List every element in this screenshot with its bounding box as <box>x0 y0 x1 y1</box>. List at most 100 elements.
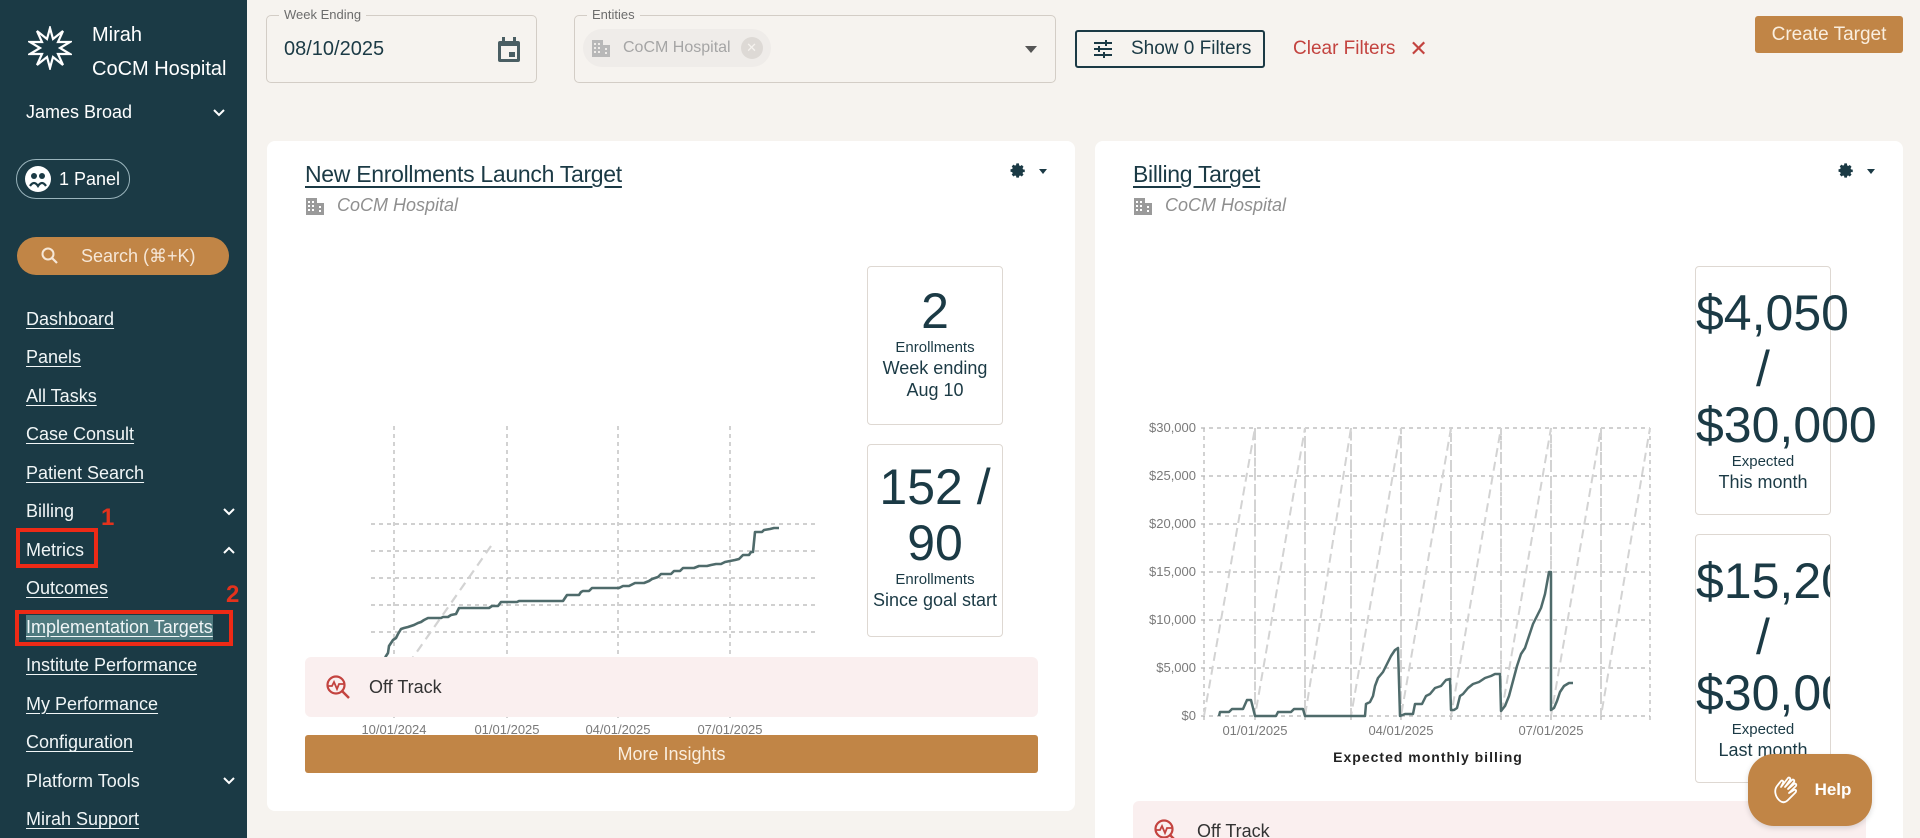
stat-value-line3: $30,000 <box>1696 665 1830 721</box>
svg-text:$10,000: $10,000 <box>1149 612 1196 627</box>
sidebar-item-case-consult[interactable]: Case Consult <box>26 416 236 455</box>
clear-filters-button[interactable]: Clear Filters ✕ <box>1293 36 1428 62</box>
entities-label: Entities <box>587 7 640 22</box>
sidebar-item-patient-search[interactable]: Patient Search <box>26 454 236 493</box>
stat-unit: Enrollments <box>895 339 975 356</box>
brand[interactable]: Mirah CoCM Hospital <box>28 18 226 86</box>
sidebar-item-dashboard[interactable]: Dashboard <box>26 300 236 339</box>
stat-unit: Expected <box>1731 453 1795 470</box>
x-axis-ticks: 10/01/2024 01/01/2025 04/01/2025 07/01/2… <box>361 722 762 737</box>
annotation-number-1: 1 <box>101 504 115 531</box>
chevron-down-icon <box>213 108 225 116</box>
waving-hand-icon <box>1773 776 1797 804</box>
card-entity-label: CoCM Hospital <box>337 195 459 215</box>
sidebar-item-all-tasks[interactable]: All Tasks <box>26 377 236 416</box>
sidebar-item-implementation-targets[interactable]: Implementation Targets <box>26 608 236 647</box>
search-label: Search (⌘+K) <box>81 245 196 266</box>
sidebar: Mirah CoCM Hospital James Broad 1 Panel … <box>0 0 247 838</box>
sidebar-item-label: Billing <box>26 501 75 522</box>
stat-period: Since goal start <box>872 590 998 610</box>
panel-label: 1 Panel <box>59 168 121 189</box>
help-button[interactable]: Help <box>1748 754 1872 826</box>
stat-value-line3: $30,000 <box>1696 397 1877 453</box>
svg-text:07/01/2025: 07/01/2025 <box>697 722 762 737</box>
user-name: James Broad <box>26 102 133 122</box>
panel-people-icon <box>25 166 51 192</box>
enrollments-target-card: New Enrollments Launch Target CoCM Hospi… <box>267 141 1075 811</box>
show-filters-button[interactable]: Show 0 Filters <box>1075 30 1265 68</box>
panel-selector-button[interactable]: 1 Panel <box>16 159 130 199</box>
x-axis-label: Expected monthly billing <box>1333 749 1523 765</box>
svg-text:$15,000: $15,000 <box>1149 564 1196 579</box>
sidebar-item-platform-tools[interactable]: Platform Tools <box>26 762 236 801</box>
card-title-link[interactable]: Billing Target <box>1133 161 1261 187</box>
remove-chip-icon[interactable]: ✕ <box>740 37 763 59</box>
sidebar-item-label: Case Consult <box>26 424 135 445</box>
stat-value: 2 <box>921 283 949 339</box>
stat-value-line1: $4,050 <box>1696 285 1849 341</box>
show-filters-label: Show 0 Filters <box>1131 38 1252 59</box>
stat-unit: Enrollments <box>895 571 975 588</box>
sidebar-item-label: Platform Tools <box>26 770 140 791</box>
stat-value-line1: $15,200 <box>1696 553 1830 609</box>
card-title-link[interactable]: New Enrollments Launch Target <box>305 161 622 187</box>
user-menu[interactable]: James Broad <box>26 102 226 123</box>
svg-text:01/01/2025: 01/01/2025 <box>1222 723 1287 738</box>
sidebar-item-metrics[interactable]: Metrics <box>26 531 236 570</box>
sidebar-nav: Dashboard Panels All Tasks Case Consult … <box>26 300 236 838</box>
annotation-number-2: 2 <box>226 581 240 608</box>
sidebar-item-panels[interactable]: Panels <box>26 339 236 378</box>
entities-field[interactable]: Entities CoCM Hospital ✕ <box>574 7 1056 83</box>
annotation-box-1 <box>16 528 98 568</box>
svg-text:$30,000: $30,000 <box>1149 420 1196 435</box>
create-target-button[interactable]: Create Target <box>1755 16 1903 53</box>
chevron-down-icon <box>223 508 235 516</box>
brand-name: Mirah <box>92 24 143 46</box>
card-entity: CoCM Hospital <box>305 195 458 216</box>
sidebar-item-institute-performance[interactable]: Institute Performance <box>26 647 236 686</box>
building-icon <box>592 40 610 57</box>
sidebar-item-label: Outcomes <box>26 578 109 599</box>
week-ending-label: Week Ending <box>279 7 367 22</box>
caret-down-icon <box>1867 169 1875 174</box>
sidebar-item-label: Implementation Targets <box>26 614 213 640</box>
building-icon <box>1134 197 1152 215</box>
week-ending-field[interactable]: Week Ending 08/10/2025 <box>266 7 537 83</box>
stat-this-month-billing: $4,050 / $30,000 Expected This month <box>1695 266 1877 515</box>
sidebar-item-configuration[interactable]: Configuration <box>26 724 236 763</box>
svg-text:10/01/2024: 10/01/2024 <box>361 722 426 737</box>
search-button[interactable]: Search (⌘+K) <box>17 237 229 275</box>
entity-chip-label: CoCM Hospital <box>623 39 731 56</box>
sidebar-item-outcomes[interactable]: Outcomes <box>26 570 236 609</box>
brand-org: CoCM Hospital <box>92 58 227 80</box>
chevron-up-icon <box>223 546 235 554</box>
stat-value-line1: 152 / <box>879 459 991 515</box>
stat-total-enrollments: 152 / 90 Enrollments Since goal start <box>867 444 1003 637</box>
card-settings-menu[interactable] <box>1010 163 1047 180</box>
sidebar-item-label: Institute Performance <box>26 655 198 676</box>
stat-period-line2: Aug 10 <box>906 380 964 400</box>
more-insights-button[interactable]: More Insights <box>305 735 1038 773</box>
help-label: Help <box>1814 780 1852 799</box>
gear-icon <box>1010 163 1025 178</box>
sidebar-item-label: All Tasks <box>26 385 97 406</box>
status-off-track: Off Track <box>1133 801 1866 838</box>
billing-target-card: Billing Target CoCM Hospital <box>1095 141 1903 838</box>
sidebar-item-my-performance[interactable]: My Performance <box>26 685 236 724</box>
dropdown-arrow-icon[interactable] <box>1025 46 1037 53</box>
week-ending-value[interactable]: 08/10/2025 <box>284 38 385 60</box>
sidebar-item-mirah-support[interactable]: Mirah Support <box>26 801 236 838</box>
svg-text:$25,000: $25,000 <box>1149 468 1196 483</box>
y-axis-ticks: $0 $5,000 $10,000 $15,000 $20,000 $25,00… <box>1149 420 1196 723</box>
sidebar-item-billing[interactable]: Billing <box>26 493 236 532</box>
card-entity-label: CoCM Hospital <box>1165 195 1287 215</box>
svg-text:$5,000: $5,000 <box>1156 660 1196 675</box>
card-settings-menu[interactable] <box>1838 163 1875 180</box>
off-track-search-icon <box>326 675 350 699</box>
svg-text:07/01/2025: 07/01/2025 <box>1518 723 1583 738</box>
entity-chip[interactable]: CoCM Hospital ✕ <box>583 29 771 67</box>
svg-text:04/01/2025: 04/01/2025 <box>1368 723 1433 738</box>
calendar-icon[interactable] <box>496 36 522 64</box>
stat-unit: Expected <box>1731 721 1795 738</box>
caret-down-icon <box>1039 169 1047 174</box>
